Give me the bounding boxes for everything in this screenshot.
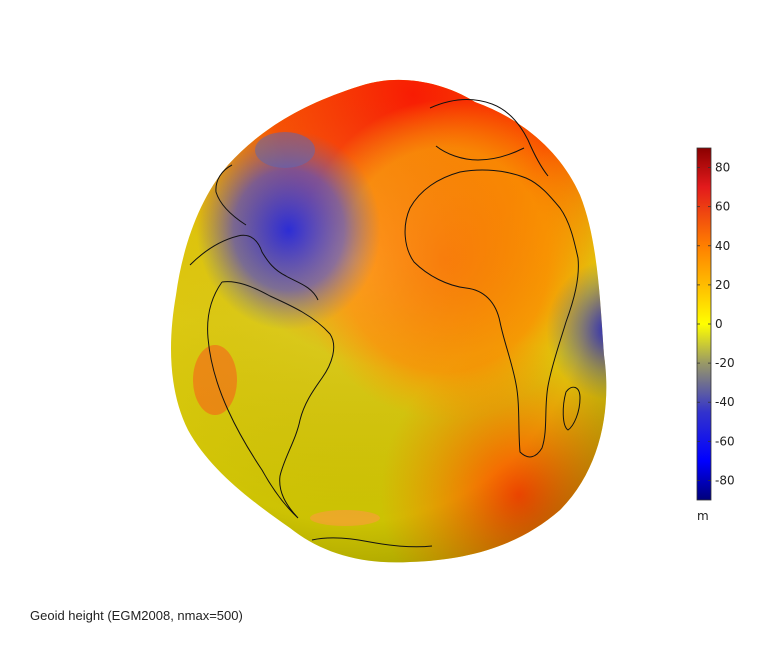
- colorbar-tick-label: -40: [715, 395, 735, 409]
- colorbar-unit: m: [697, 509, 709, 523]
- coastline-europe: [429, 99, 549, 177]
- colorbar-tick-label: -60: [715, 434, 735, 448]
- colorbar-tick-label: 60: [715, 200, 730, 214]
- colorbar: 80 60 40 20 0 -20 -40 -60 -80 m: [696, 147, 735, 523]
- colorbar-tick-label: -80: [715, 473, 735, 487]
- coastline-africa: [404, 169, 579, 458]
- coastline-antarctica: [311, 537, 433, 548]
- colorbar-tick-label: 40: [715, 239, 730, 253]
- colorbar-ticks: 80 60 40 20 0 -20 -40 -60 -80: [697, 161, 735, 487]
- colorbar-tick-label: -20: [715, 356, 735, 370]
- figure-caption: Geoid height (EGM2008, nmax=500): [30, 608, 243, 623]
- colorbar-tick-label: 80: [715, 161, 730, 175]
- colorbar-tick-label: 20: [715, 278, 730, 292]
- geoid-globe: [171, 79, 607, 563]
- coastline-madagascar: [562, 386, 581, 431]
- coastline-north-america: [189, 164, 319, 301]
- colorbar-tick-label: 0: [715, 317, 723, 331]
- coastlines: [189, 99, 581, 548]
- coastline-south-america: [207, 281, 335, 519]
